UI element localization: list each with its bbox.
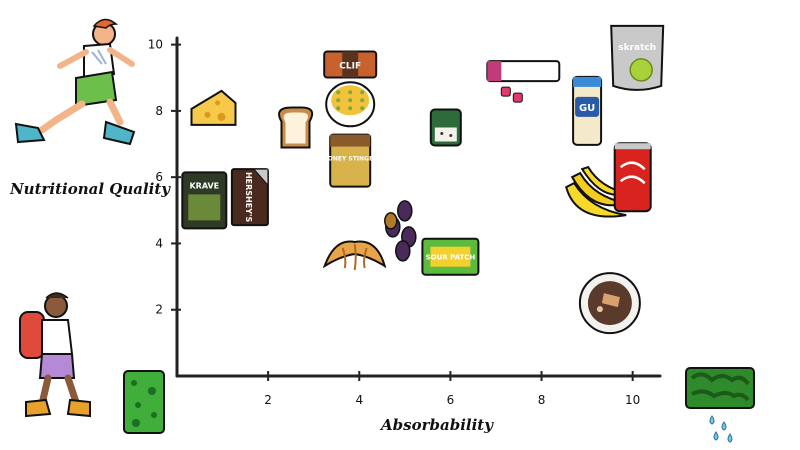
product-label: GU bbox=[579, 103, 595, 114]
coca-cola-can-icon bbox=[613, 142, 652, 213]
cheese-icon bbox=[190, 89, 237, 126]
krave-jerky-icon: KRAVE bbox=[181, 171, 228, 230]
sour-patch-kids-icon: SOUR PATCH bbox=[421, 237, 480, 276]
rice-ball-icon bbox=[429, 108, 462, 147]
y-axis-title: Nutritional Quality bbox=[9, 180, 171, 198]
croissant-icon bbox=[322, 240, 387, 271]
y-tick-label: 2 bbox=[155, 303, 163, 317]
y-tick-label: 8 bbox=[155, 104, 163, 118]
y-tick-label: 6 bbox=[155, 170, 163, 184]
honey-stinger-waffle-icon: HONEY STINGER bbox=[323, 133, 378, 188]
product-label: CLIF bbox=[339, 62, 361, 72]
x-tick-label: 8 bbox=[538, 393, 546, 407]
bread-slice-icon bbox=[278, 106, 314, 149]
raisins-icon bbox=[384, 200, 417, 262]
y-tick-label: 10 bbox=[148, 38, 163, 52]
x-axis-title: Absorbability bbox=[379, 416, 494, 434]
product-label: BLOKS bbox=[509, 67, 546, 78]
hersheys-bar-icon: HERSHEY'S bbox=[230, 168, 269, 227]
product-label: KRAVE bbox=[189, 181, 219, 190]
runner-icon bbox=[14, 18, 136, 146]
hiker-icon bbox=[19, 292, 91, 418]
product-label: HERSHEY'S bbox=[244, 172, 253, 222]
dripping-sponge-icon bbox=[685, 367, 755, 443]
x-tick-label: 10 bbox=[625, 393, 640, 407]
soup-bowl-icon bbox=[578, 272, 641, 335]
product-label: skratch bbox=[618, 43, 656, 53]
clif-bar-icon: CLIF bbox=[323, 50, 378, 79]
x-tick-label: 6 bbox=[447, 393, 455, 407]
dry-sponge-icon bbox=[123, 370, 165, 434]
y-tick-label: 4 bbox=[155, 236, 163, 250]
gu-gel-icon: GU bbox=[572, 75, 603, 146]
x-tick-label: 2 bbox=[264, 393, 272, 407]
mac-and-cheese-icon bbox=[325, 81, 376, 128]
x-tick-label: 4 bbox=[355, 393, 363, 407]
product-label: HONEY STINGER bbox=[323, 156, 378, 163]
clif-bloks-icon: BLOKS bbox=[486, 60, 561, 103]
skratch-mix-icon: skratch bbox=[610, 24, 665, 91]
product-label: SOUR PATCH bbox=[426, 254, 476, 262]
